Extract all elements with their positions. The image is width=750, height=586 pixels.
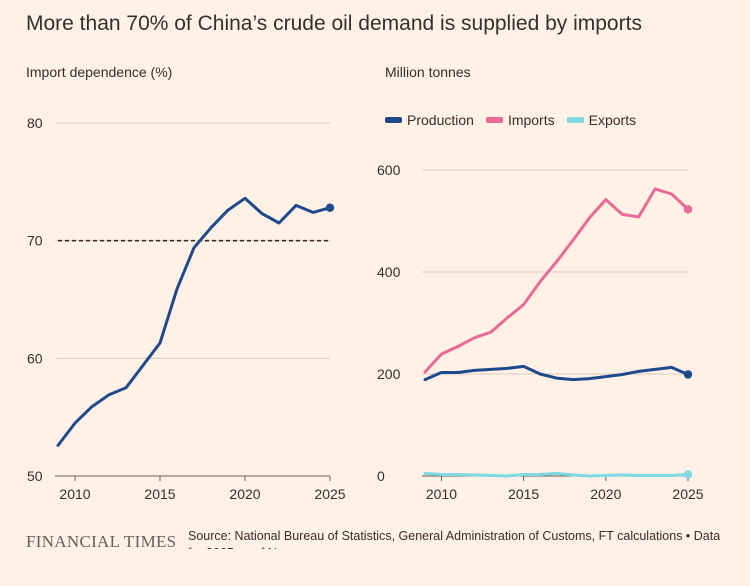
- x-tick-label-right-2020: 2020: [590, 486, 621, 502]
- legend-item-production: Production: [385, 112, 474, 128]
- x-tick-label-right-2025: 2025: [672, 486, 703, 502]
- series-end-marker-dependence: [325, 203, 335, 212]
- y-tick-label-right-600: 600: [377, 162, 401, 178]
- x-tick-label-right-2010: 2010: [426, 486, 457, 502]
- series-line-imports: [423, 187, 690, 374]
- y-tick-label-left-50: 50: [27, 468, 43, 484]
- x-tick-label-left-2010: 2010: [59, 486, 90, 502]
- x-tick-label-left-2015: 2015: [144, 486, 175, 502]
- right-chart-ylabel: Million tonnes: [385, 64, 471, 80]
- source-note: Source: National Bureau of Statistics, G…: [188, 529, 721, 549]
- legend-label-production: Production: [407, 112, 474, 128]
- legend-item-exports: Exports: [566, 112, 637, 128]
- ft-logo: FINANCIAL TIMES: [26, 532, 177, 551]
- left-chart-ylabel: Import dependence (%): [26, 64, 173, 80]
- legend: Production Imports Exports: [385, 112, 648, 128]
- x-tick-label-left-2020: 2020: [229, 486, 260, 502]
- legend-item-imports: Imports: [485, 112, 555, 128]
- legend-swatch-exports: [566, 117, 584, 123]
- y-tick-label-right-0: 0: [377, 468, 385, 484]
- series-line-exports: [423, 471, 690, 478]
- series-line-dependence: [56, 196, 332, 447]
- series-end-marker-production: [683, 370, 693, 379]
- y-tick-label-right-400: 400: [377, 264, 401, 280]
- x-tick-label-left-2025: 2025: [314, 486, 345, 502]
- y-tick-label-left-70: 70: [27, 233, 43, 249]
- y-tick-label-right-200: 200: [377, 366, 401, 382]
- legend-label-imports: Imports: [507, 112, 555, 128]
- legend-label-exports: Exports: [588, 112, 637, 128]
- y-tick-label-left-60: 60: [27, 350, 43, 366]
- legend-swatch-imports: [485, 117, 503, 123]
- series-end-marker-exports: [683, 470, 693, 479]
- legend-swatch-production: [385, 117, 402, 123]
- series-end-marker-imports: [683, 205, 693, 214]
- y-tick-label-left-80: 80: [27, 115, 43, 131]
- x-tick-label-right-2015: 2015: [508, 486, 539, 502]
- series-line-production: [423, 364, 690, 382]
- chart-title: More than 70% of China’s crude oil deman…: [26, 12, 642, 35]
